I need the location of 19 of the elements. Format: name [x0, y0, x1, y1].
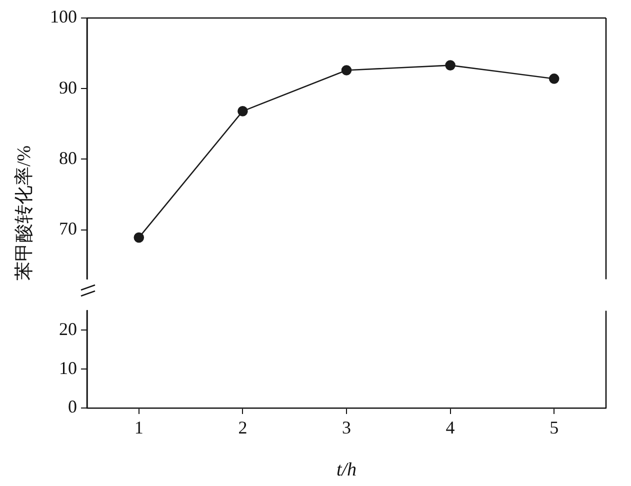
point [134, 232, 144, 243]
y-tick-label: 80 [59, 148, 77, 168]
point [548, 74, 560, 84]
y-tick-label: 0 [68, 396, 77, 417]
point [445, 60, 456, 70]
x-axis-title: t/h [336, 460, 357, 481]
x-tick-label: 4 [446, 418, 455, 438]
y-tick-label: 20 [59, 318, 77, 339]
y-tick-label: 90 [59, 77, 77, 98]
y-tick-label: 70 [59, 218, 77, 239]
y-axis-title: 苯甲酸转化率/% [13, 145, 36, 281]
x-tick-label: 2 [238, 418, 248, 438]
x-tick-label: 3 [342, 418, 351, 438]
y-tick-label: 10 [59, 358, 77, 378]
point [238, 106, 248, 116]
point [341, 65, 352, 76]
x-tick-label: 5 [550, 418, 559, 438]
y-tick-label: 100 [50, 6, 77, 27]
x-tick-label: 1 [134, 418, 144, 438]
